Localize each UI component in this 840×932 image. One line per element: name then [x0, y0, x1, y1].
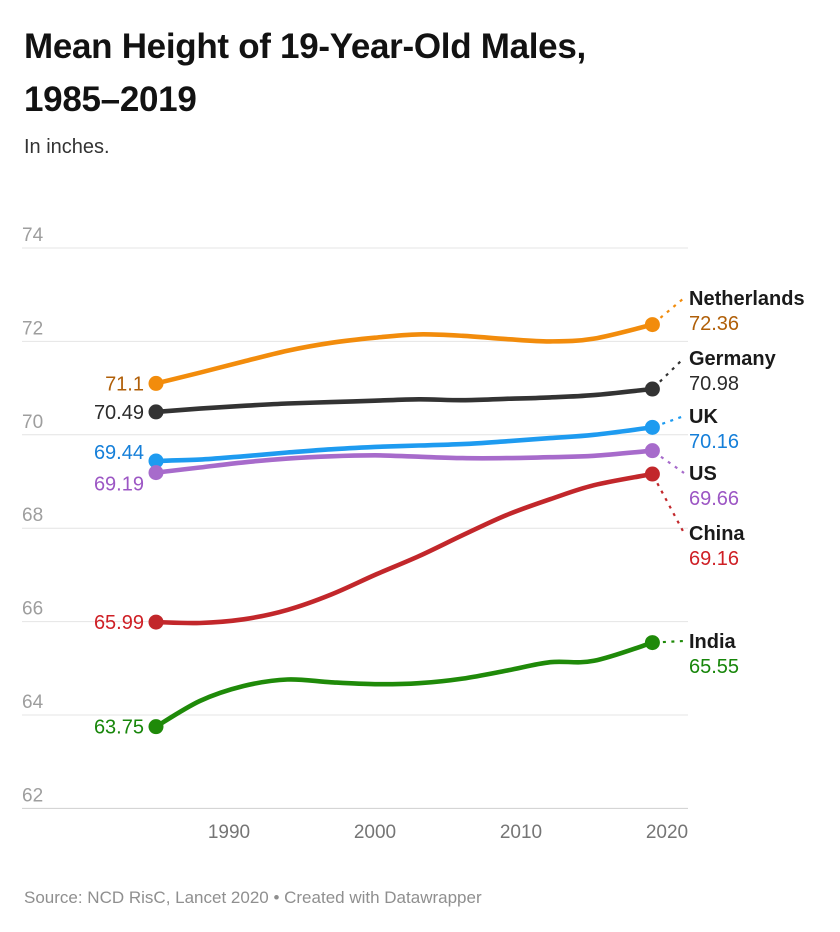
country-label-uk: UK [689, 406, 718, 428]
series-start-dot-india [148, 719, 164, 735]
chart-title: Mean Height of 19-Year-Old Males, 1985–2… [24, 27, 586, 120]
source-attribution: Source: NCD RisC, Lancet 2020 • Created … [24, 888, 482, 907]
leader-line-us [660, 455, 685, 474]
x-axis-tick-2010: 2010 [500, 822, 542, 843]
start-value-label-india: 63.75 [94, 717, 144, 739]
country-label-netherlands: Netherlands [689, 288, 805, 310]
y-axis-tick-64: 64 [22, 692, 44, 713]
end-value-label-uk: 70.16 [689, 431, 739, 453]
series-end-dot-uk [644, 419, 660, 435]
leader-line-india [662, 639, 685, 644]
country-label-germany: Germany [689, 348, 777, 370]
line-chart-canvas: 74 72 70 68 66 64 62 1990 2000 2010 2020 71.1 Nether… [22, 225, 805, 843]
end-value-label-germany: 70.98 [689, 373, 739, 395]
start-value-label-uk: 69.44 [94, 442, 144, 464]
leader-line-netherlands [659, 297, 685, 319]
series-start-dot-uk [148, 453, 164, 469]
x-axis-tick-2000: 2000 [354, 822, 396, 843]
start-value-label-china: 65.99 [94, 612, 144, 634]
leader-line-uk [661, 414, 685, 425]
y-axis-tick-68: 68 [22, 505, 43, 526]
y-axis-tick-62: 62 [22, 785, 43, 806]
end-value-label-china: 69.16 [689, 548, 739, 570]
y-axis-tick-72: 72 [22, 318, 43, 339]
series-line-uk [153, 425, 655, 464]
series-line-china [153, 471, 655, 626]
series-line-netherlands [153, 322, 655, 386]
start-value-label-germany: 70.49 [94, 402, 144, 424]
series-end-dot-india [644, 635, 660, 651]
start-value-label-us: 69.19 [94, 474, 144, 496]
series-start-dot-china [148, 614, 164, 630]
series-line-germany [153, 386, 655, 415]
start-value-label-netherlands: 71.1 [105, 373, 144, 395]
country-label-us: US [689, 463, 717, 485]
x-axis-tick-1990: 1990 [208, 822, 250, 843]
series-start-dot-netherlands [148, 375, 164, 391]
country-label-india: India [689, 631, 737, 653]
series-end-dot-netherlands [644, 317, 660, 333]
y-axis-tick-66: 66 [22, 599, 43, 620]
end-value-label-us: 69.66 [689, 488, 739, 510]
series-start-dot-germany [148, 404, 164, 420]
y-axis-tick-74: 74 [22, 225, 44, 246]
y-axis-tick-70: 70 [22, 412, 43, 433]
series-end-dot-us [644, 443, 660, 459]
series-line-india [153, 640, 655, 729]
end-value-label-netherlands: 72.36 [689, 313, 739, 335]
end-value-label-india: 65.55 [689, 656, 739, 678]
series-end-dot-germany [644, 381, 660, 397]
series-line-us [153, 448, 655, 475]
leader-line-germany [659, 357, 685, 383]
chart-subtitle: In inches. [24, 136, 110, 158]
series-start-dot-us [148, 465, 164, 481]
x-axis-tick-2020: 2020 [646, 822, 688, 843]
leader-line-china [656, 482, 685, 534]
series-end-dot-china [644, 466, 660, 482]
country-label-china: China [689, 523, 745, 545]
